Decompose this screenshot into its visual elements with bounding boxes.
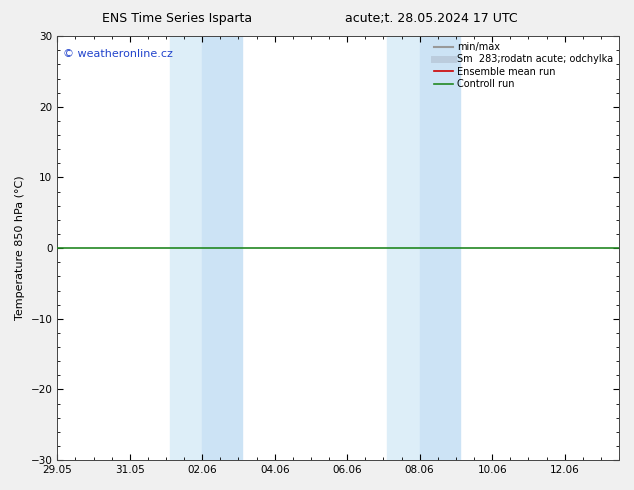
Text: acute;t. 28.05.2024 17 UTC: acute;t. 28.05.2024 17 UTC — [345, 12, 517, 25]
Bar — [420, 36, 460, 460]
Text: ENS Time Series Isparta: ENS Time Series Isparta — [103, 12, 252, 25]
Bar — [202, 36, 242, 460]
Legend: min/max, Sm  283;rodatn acute; odchylka, Ensemble mean run, Controll run: min/max, Sm 283;rodatn acute; odchylka, … — [430, 38, 617, 93]
Y-axis label: Temperature 850 hPa (°C): Temperature 850 hPa (°C) — [15, 176, 25, 320]
Bar — [170, 36, 202, 460]
Text: © weatheronline.cz: © weatheronline.cz — [63, 49, 173, 59]
Bar — [387, 36, 420, 460]
